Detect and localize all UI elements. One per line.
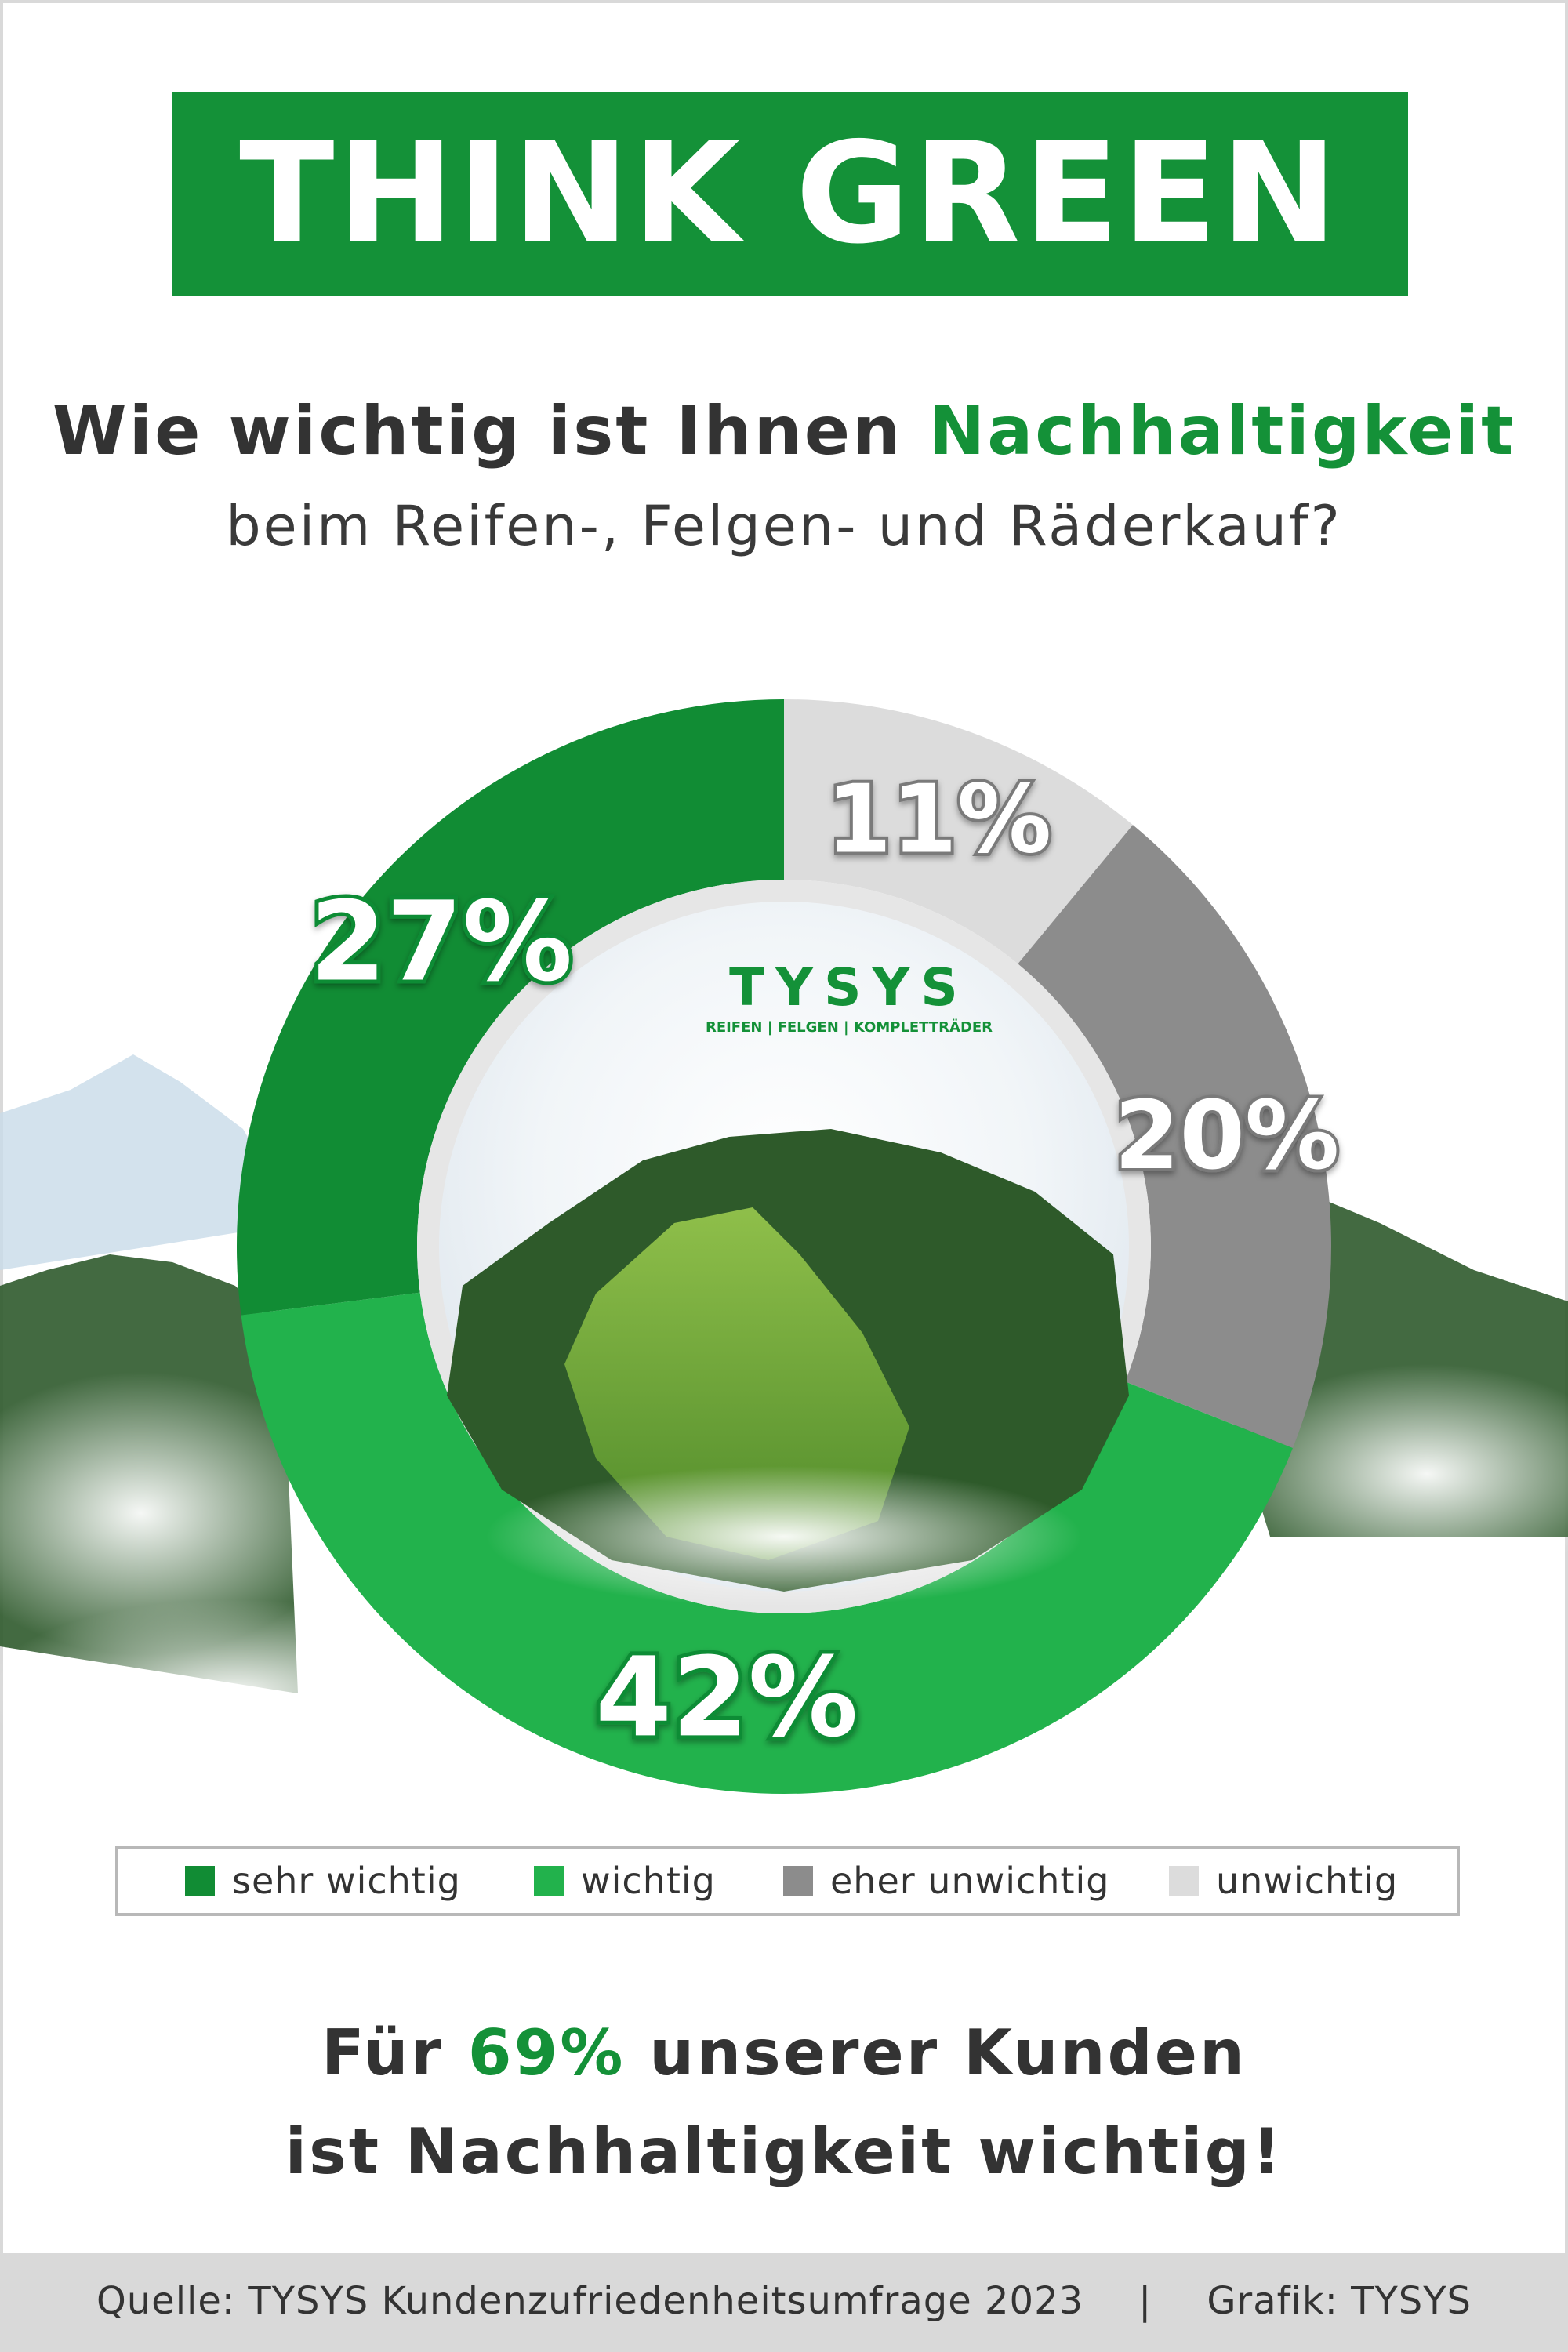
page-title: THINK GREEN <box>239 112 1341 274</box>
mountain-left <box>0 1054 298 1270</box>
legend: sehr wichtig wichtig eher unwichtig unwi… <box>115 1846 1460 1916</box>
legend-label-unwichtig: unwichtig <box>1216 1860 1399 1902</box>
footer-source: Quelle: TYSYS Kundenzufriedenheitsumfrag… <box>96 2279 1084 2323</box>
legend-item-eher-unwichtig: eher unwichtig <box>783 1849 1109 1913</box>
legend-swatch-wichtig <box>534 1866 564 1896</box>
donut-segment-unwichtig <box>784 699 1133 964</box>
fog-left-lower <box>0 1599 486 1788</box>
logo-brand: TYSYS <box>729 957 969 1018</box>
legend-swatch-unwichtig <box>1169 1866 1199 1896</box>
conclusion-prefix: Für <box>321 2016 468 2089</box>
fog-left <box>0 1372 345 1654</box>
legend-label-wichtig: wichtig <box>581 1860 716 1902</box>
label-unwichtig: 11% <box>826 765 1051 874</box>
legend-label-sehr-wichtig: sehr wichtig <box>232 1860 461 1902</box>
title-banner: THINK GREEN <box>172 92 1408 296</box>
tysys-logo: TYSYS REIFEN | FELGEN | KOMPLETTRÄDER <box>706 957 993 1036</box>
donut-segment-eher-unwichtig <box>1018 825 1332 1448</box>
conclusion-accent: 69% <box>467 2016 626 2089</box>
inner-scene <box>417 880 1151 1613</box>
landscape-background <box>0 1054 1568 1788</box>
footer-credit: Grafik: TYSYS <box>1207 2279 1472 2323</box>
conclusion-line-1: Für 69% unserer Kunden <box>0 2016 1568 2089</box>
question-accent: Nachhaltigkeit <box>928 392 1516 470</box>
conclusion-suffix: unserer Kunden <box>625 2016 1247 2089</box>
fog-right <box>1223 1364 1568 1584</box>
label-wichtig: 42% <box>595 1634 858 1762</box>
inner-fog <box>486 1466 1082 1607</box>
donut-segments <box>236 699 1332 1794</box>
legend-item-wichtig: wichtig <box>534 1849 716 1913</box>
logo-tagline: REIFEN | FELGEN | KOMPLETTRÄDER <box>706 1018 993 1036</box>
legend-item-unwichtig: unwichtig <box>1169 1849 1398 1913</box>
question-line-1: Wie wichtig ist Ihnen Nachhaltigkeit <box>0 392 1568 470</box>
donut-segment-wichtig <box>241 1292 1293 1794</box>
donut-chart: TYSYS REIFEN | FELGEN | KOMPLETTRÄDER 11… <box>0 699 1568 1794</box>
label-eher-unwichtig: 20% <box>1114 1082 1339 1191</box>
legend-swatch-sehr-wichtig <box>185 1866 215 1896</box>
footer-separator: | <box>1138 2279 1152 2323</box>
donut-labels: 11% 20% 42% 27% <box>306 762 1342 1766</box>
legend-item-sehr-wichtig: sehr wichtig <box>185 1849 461 1913</box>
footer: Quelle: TYSYS Kundenzufriedenheitsumfrag… <box>3 2253 1565 2349</box>
question-line-2: beim Reifen-, Felgen- und Räderkauf? <box>226 494 1342 558</box>
legend-label-eher-unwichtig: eher unwichtig <box>830 1860 1110 1902</box>
donut-segment-sehr-wichtig <box>236 699 784 1316</box>
legend-swatch-eher-unwichtig <box>783 1866 813 1896</box>
label-sehr-wichtig: 27% <box>310 878 572 1006</box>
question-prefix: Wie wichtig ist Ihnen <box>52 392 929 470</box>
conclusion-line-2: ist Nachhaltigkeit wichtig! <box>285 2115 1283 2188</box>
